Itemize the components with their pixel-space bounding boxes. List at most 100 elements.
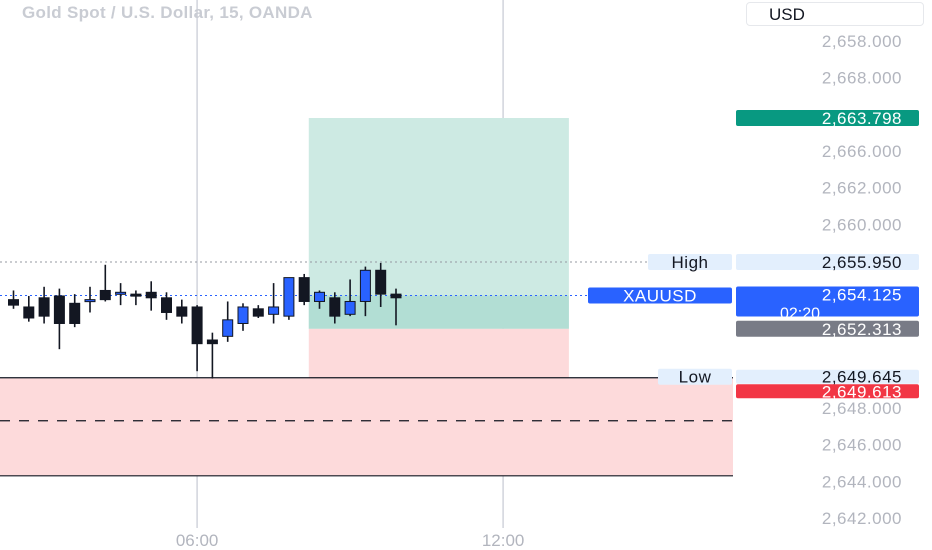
candle-body bbox=[84, 299, 96, 303]
candle bbox=[191, 305, 203, 372]
candle bbox=[53, 288, 65, 350]
stop-region bbox=[0, 378, 733, 476]
candle bbox=[38, 286, 50, 324]
currency-selector[interactable]: USD bbox=[746, 2, 924, 26]
time-tick-label: 06:00 bbox=[176, 531, 219, 550]
low-price-tag-value: 2,649.645 bbox=[822, 368, 902, 387]
symbol-tag-bg bbox=[588, 287, 732, 304]
price-tick-label: 2,662.000 bbox=[822, 179, 902, 198]
candle bbox=[69, 294, 81, 328]
chart-title: Gold Spot / U.S. Dollar, 15, OANDA bbox=[22, 3, 313, 22]
candle bbox=[99, 264, 111, 302]
candle bbox=[206, 332, 218, 379]
high-price-tag: 2,655.950 bbox=[736, 253, 919, 272]
candle bbox=[344, 279, 356, 317]
position-zones bbox=[0, 118, 733, 476]
entry-price-tag: 2,652.313 bbox=[736, 320, 919, 339]
candle bbox=[237, 303, 249, 331]
price-tick-label: 2,642.000 bbox=[822, 509, 902, 528]
candle bbox=[145, 281, 157, 311]
low-tag: Low bbox=[658, 368, 732, 387]
price-tick-label: 2,660.000 bbox=[822, 215, 902, 234]
candle-body bbox=[329, 297, 341, 317]
candle bbox=[359, 266, 371, 317]
candle bbox=[84, 286, 96, 313]
candle bbox=[161, 292, 172, 320]
candle bbox=[375, 262, 387, 307]
candle-body bbox=[390, 293, 402, 299]
candle bbox=[8, 290, 19, 309]
candle bbox=[298, 273, 310, 306]
high-tag: High bbox=[648, 253, 732, 272]
price-tick-label: 2,644.000 bbox=[822, 472, 902, 491]
price-axis-background bbox=[733, 0, 932, 550]
target-price-tag-bg bbox=[736, 110, 919, 127]
candle bbox=[329, 292, 341, 324]
candle-body bbox=[69, 302, 81, 324]
candle bbox=[115, 283, 127, 306]
candle-body bbox=[237, 306, 249, 324]
candle-body bbox=[268, 306, 280, 315]
entry-price-tag-value: 2,652.313 bbox=[822, 320, 902, 339]
target-price-tag-value: 2,663.798 bbox=[822, 109, 902, 128]
candle bbox=[283, 277, 295, 320]
candle-body bbox=[53, 295, 65, 324]
candles bbox=[8, 262, 402, 379]
candle bbox=[222, 301, 234, 342]
target-price-tag: 2,663.798 bbox=[736, 109, 919, 128]
entry-price-tag-bg bbox=[736, 320, 919, 337]
candle-body bbox=[314, 291, 325, 302]
time-axis: 06:00 12:00 bbox=[176, 531, 525, 550]
profit-zone bbox=[308, 118, 569, 329]
candle-body bbox=[115, 291, 127, 295]
candle-body bbox=[130, 293, 142, 297]
stop-price-tag: 2,649.613 bbox=[736, 382, 919, 401]
candle-body bbox=[8, 299, 19, 306]
candle-body bbox=[191, 306, 203, 345]
candle bbox=[268, 283, 280, 324]
symbol-tag-text: XAUUSD bbox=[623, 287, 697, 306]
price-axis: 2,642.000 2,644.000 2,646.000 2,648.000 2,66… bbox=[733, 0, 932, 550]
loss-zone bbox=[308, 328, 569, 379]
candle-body bbox=[375, 269, 387, 295]
last-price-tag-bg bbox=[736, 286, 919, 317]
price-tick-label: 2,668.000 bbox=[822, 69, 902, 88]
currency-label: USD bbox=[769, 5, 805, 24]
stop-price-tag-value: 2,649.613 bbox=[822, 382, 902, 401]
candle bbox=[314, 290, 325, 309]
candle-body bbox=[145, 291, 157, 299]
symbol-tag: XAUUSD bbox=[588, 287, 732, 306]
high-tag-text: High bbox=[672, 253, 709, 272]
stop-price-tag-bg bbox=[736, 384, 919, 399]
candle-body bbox=[23, 306, 35, 319]
candle-body bbox=[99, 289, 111, 301]
last-price-tag-value: 2,654.125 bbox=[822, 286, 902, 305]
countdown: 02:20 bbox=[780, 306, 820, 323]
low-tag-bg bbox=[658, 368, 732, 385]
candle bbox=[130, 290, 142, 306]
candle-body bbox=[176, 306, 188, 317]
price-tick-label: 2,658.000 bbox=[822, 32, 902, 51]
price-tick-label: 2,666.000 bbox=[822, 142, 902, 161]
candle bbox=[23, 295, 35, 322]
candle bbox=[390, 288, 402, 326]
low-price-tag-bg bbox=[736, 369, 919, 384]
price-tick-label: 2,646.000 bbox=[822, 436, 902, 455]
candle bbox=[176, 299, 188, 324]
high-tag-bg bbox=[648, 254, 732, 271]
price-tick-label: 2,648.000 bbox=[822, 399, 902, 418]
time-tick-label: 12:00 bbox=[482, 531, 525, 550]
candle-body bbox=[222, 319, 234, 337]
candle bbox=[252, 305, 264, 318]
candle-body bbox=[359, 269, 371, 302]
candle-body bbox=[252, 308, 264, 317]
candle-body bbox=[298, 277, 310, 302]
low-tag-text: Low bbox=[679, 368, 712, 387]
candle-body bbox=[38, 297, 50, 317]
high-price-tag-bg bbox=[736, 254, 919, 271]
high-price-tag-value: 2,655.950 bbox=[822, 253, 902, 272]
candle-body bbox=[344, 300, 356, 315]
